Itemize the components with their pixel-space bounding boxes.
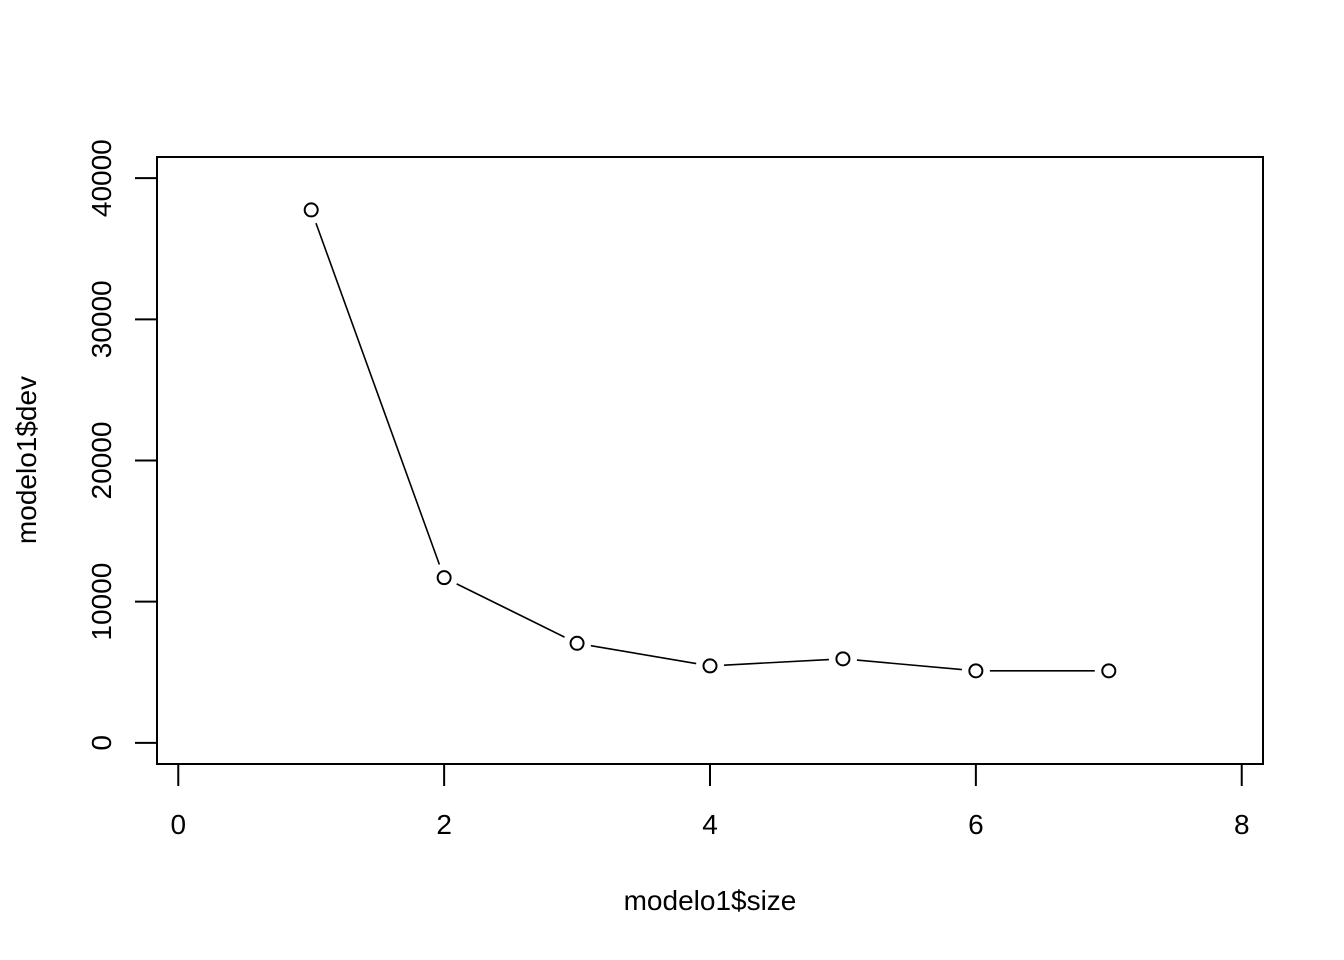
data-point bbox=[702, 658, 718, 674]
data-point bbox=[303, 202, 319, 218]
x-tick-label: 4 bbox=[702, 809, 718, 840]
y-tick-label: 20000 bbox=[86, 422, 117, 500]
series-line-segment bbox=[315, 222, 441, 565]
y-axis: 0 10000 20000 30000 40000 bbox=[86, 139, 158, 751]
data-point bbox=[569, 635, 585, 651]
series-line-segment bbox=[456, 583, 565, 638]
series-line-segment bbox=[856, 659, 962, 671]
x-axis-label: modelo1$size bbox=[624, 885, 797, 916]
y-tick-label: 10000 bbox=[86, 563, 117, 641]
x-tick-label: 2 bbox=[436, 809, 452, 840]
data-point bbox=[1101, 663, 1117, 679]
series-line-segment bbox=[590, 644, 697, 665]
y-tick-label: 40000 bbox=[86, 139, 117, 217]
x-axis: 0 2 4 6 8 bbox=[170, 763, 1250, 840]
series-line-segment bbox=[723, 658, 829, 666]
x-tick-label: 8 bbox=[1234, 809, 1250, 840]
data-point bbox=[835, 651, 851, 667]
y-tick-label: 0 bbox=[86, 735, 117, 751]
x-tick-label: 0 bbox=[170, 809, 186, 840]
x-tick-label: 6 bbox=[968, 809, 984, 840]
data-point bbox=[436, 570, 452, 586]
y-tick-label: 30000 bbox=[86, 280, 117, 358]
y-axis-label: modelo1$dev bbox=[11, 376, 42, 544]
data-point bbox=[968, 663, 984, 679]
data-series bbox=[303, 202, 1117, 679]
